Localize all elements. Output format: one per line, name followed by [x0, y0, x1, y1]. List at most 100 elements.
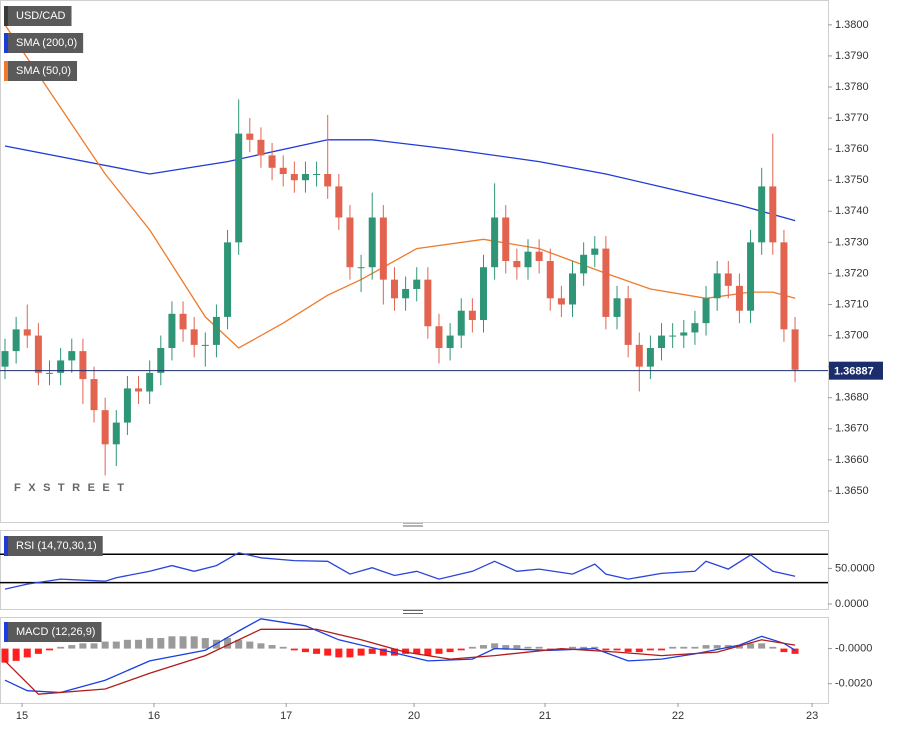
candle-body	[79, 351, 87, 380]
histogram-bar	[646, 648, 654, 651]
histogram-bar	[235, 639, 243, 649]
candle-body	[301, 174, 309, 181]
legend-entry: MACD (12,26,9)	[4, 622, 102, 642]
histogram-bar	[680, 646, 688, 649]
indicator-line	[4, 628, 796, 695]
legend-label: USD/CAD	[16, 10, 66, 22]
indicator-line	[4, 618, 796, 694]
last-price-label: 1.36887	[834, 366, 874, 378]
candle-body	[535, 251, 543, 261]
candle-body	[123, 388, 131, 423]
candle-body	[235, 133, 243, 243]
candle-body	[168, 313, 176, 348]
legend-swatch	[4, 33, 8, 53]
candle-body	[624, 298, 632, 345]
histogram-bar	[190, 636, 198, 649]
candle-body	[691, 323, 699, 333]
candle-body	[702, 298, 710, 324]
histogram-bar	[580, 646, 588, 649]
histogram-bar	[479, 645, 487, 649]
candle-body	[34, 335, 42, 373]
histogram-bar	[368, 648, 376, 654]
histogram-bar	[613, 648, 621, 651]
candle-body	[190, 329, 198, 345]
legend-entry: RSI (14,70,30,1)	[4, 536, 103, 556]
candle-body	[402, 288, 410, 299]
y-tick-label: 1.3740	[835, 205, 869, 217]
legend-swatch	[4, 61, 8, 81]
legend-box	[4, 536, 103, 556]
histogram-bar	[12, 648, 20, 661]
histogram-bar	[691, 646, 699, 649]
y-tick-label: -0.0020	[835, 678, 872, 690]
legend-label: RSI (14,70,30,1)	[16, 540, 97, 552]
y-tick-label: 1.3780	[835, 81, 869, 93]
histogram-bar	[279, 646, 287, 649]
candle-body	[758, 186, 766, 243]
y-tick-label: 1.3650	[835, 485, 869, 497]
candle-body	[446, 335, 454, 348]
indicator-line	[4, 552, 796, 590]
histogram-bar	[324, 648, 332, 656]
x-tick-label: 22	[672, 710, 684, 722]
candle-body	[368, 217, 376, 268]
candle-body	[780, 242, 788, 330]
candle-body	[179, 313, 187, 330]
histogram-bar	[591, 646, 599, 649]
candle-body	[580, 254, 588, 274]
y-tick-label: 1.3750	[835, 174, 869, 186]
histogram-bar	[769, 646, 777, 649]
candle-body	[513, 261, 521, 268]
legend-box	[4, 33, 84, 53]
histogram-bar	[669, 646, 677, 649]
x-tick-label: 20	[408, 710, 420, 722]
candle-body	[146, 372, 154, 392]
histogram-bar	[146, 638, 154, 649]
legend-entry: SMA (50,0)	[4, 61, 78, 81]
candle-body	[324, 174, 332, 187]
legend-entry: SMA (200,0)	[4, 33, 84, 53]
y-tick-label: -0.0000	[835, 642, 872, 654]
legend-label: MACD (12,26,9)	[16, 626, 95, 638]
legend-box	[4, 622, 102, 642]
histogram-bar	[257, 643, 265, 649]
histogram-bar	[535, 646, 543, 649]
histogram-bar	[101, 641, 109, 649]
histogram-bar	[1, 648, 9, 663]
histogram-bar	[635, 648, 643, 653]
candle-body	[90, 379, 98, 411]
candle-body	[479, 267, 487, 321]
candle-body	[379, 217, 387, 280]
histogram-bar	[702, 645, 710, 649]
y-tick-label: 1.3790	[835, 50, 869, 62]
candle-body	[435, 326, 443, 348]
candle-body	[724, 273, 732, 286]
histogram-bar	[290, 648, 298, 651]
histogram-bar	[335, 648, 343, 658]
candle-body	[1, 351, 9, 367]
histogram-bar	[413, 648, 421, 654]
legend-label: SMA (50,0)	[16, 65, 71, 77]
y-tick-label: 1.3760	[835, 143, 869, 155]
candle-body	[613, 298, 621, 317]
histogram-bar	[602, 648, 610, 651]
candle-body	[747, 242, 755, 311]
histogram-bar	[301, 648, 309, 653]
histogram-bar	[457, 648, 465, 651]
histogram-bar	[123, 639, 131, 649]
candle-body	[279, 167, 287, 174]
candle-body	[591, 248, 599, 255]
indicator-line	[4, 24, 796, 349]
candle-body	[46, 372, 54, 374]
histogram-bar	[791, 648, 799, 654]
candle-body	[491, 217, 499, 268]
histogram-bar	[435, 648, 443, 654]
candle-body	[602, 248, 610, 317]
histogram-bar	[57, 646, 65, 649]
y-tick-label: 1.3670	[835, 423, 869, 435]
y-tick-label: 0.0000	[835, 598, 869, 610]
candle-body	[457, 310, 465, 336]
histogram-bar	[135, 639, 143, 649]
legend-swatch	[4, 536, 8, 556]
